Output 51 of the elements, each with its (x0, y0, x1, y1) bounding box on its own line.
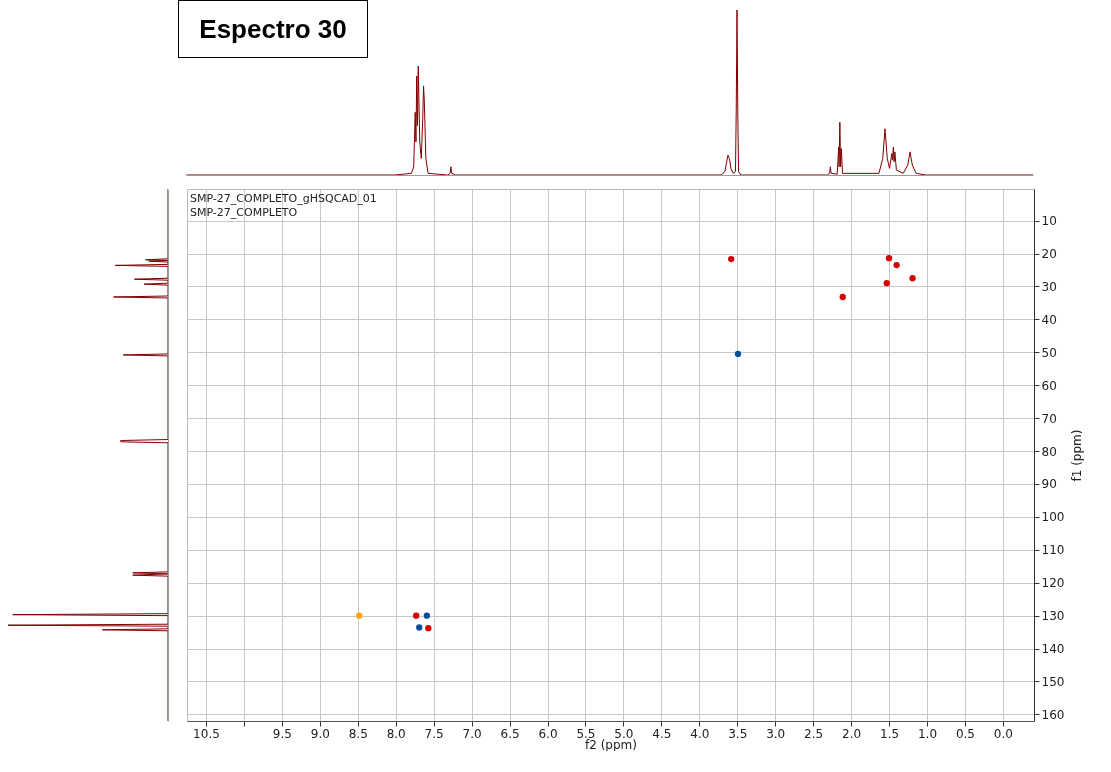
y-tick-label: 150 (1041, 675, 1065, 689)
x-tick-label: 9.5 (272, 726, 292, 741)
point (416, 624, 423, 631)
y-tick-label: 40 (1041, 312, 1057, 327)
y-tick-label: 60 (1041, 378, 1057, 393)
point (413, 612, 420, 619)
x-tick-label: 8.0 (386, 726, 406, 741)
x-tick-label: 0.0 (993, 726, 1013, 741)
point (885, 254, 893, 262)
point (909, 275, 916, 282)
x-tick-label: 9.0 (310, 726, 330, 741)
annotation: SMP-27_COMPLETO (190, 206, 298, 219)
y-axis-title: f1 (ppm) (1070, 429, 1085, 482)
x-tick-label: 10.5 (193, 726, 220, 741)
x-tick-label: 4.0 (690, 726, 710, 741)
point (728, 255, 735, 263)
point (839, 293, 846, 301)
x-tick-label: 3.5 (728, 726, 748, 741)
y-tick-label: 10 (1041, 214, 1057, 229)
point (734, 350, 742, 358)
x-tick-label: 3.0 (766, 726, 786, 741)
y-tick-label: 70 (1041, 411, 1057, 426)
y-tick-label: 120 (1041, 576, 1065, 591)
x-tick-label: 7.0 (462, 726, 482, 741)
point (883, 280, 890, 287)
annotation: SMP-27_COMPLETO_gHSQCAD_01 (190, 192, 377, 205)
y-tick-label: 30 (1041, 279, 1057, 294)
x-tick-label: 2.5 (804, 726, 824, 741)
x-tick-label: 6.0 (538, 726, 558, 741)
x-tick-label: 0.5 (955, 726, 975, 741)
y-tick-label: 50 (1041, 345, 1057, 360)
y-tick-label: 110 (1041, 543, 1065, 558)
y-tick-label: 20 (1041, 247, 1057, 262)
y-tick-label: 160 (1041, 707, 1065, 722)
x-tick-label: 6.5 (500, 726, 520, 741)
y-tick-label: 80 (1041, 444, 1057, 459)
x-tick-label: 8.5 (348, 726, 368, 741)
x-tick-label: 7.5 (424, 726, 444, 741)
x-tick-label: 1.0 (917, 726, 938, 741)
point (423, 612, 430, 619)
point (893, 261, 900, 269)
x-tick-label: 2.0 (842, 726, 862, 741)
x-tick-label: 4.5 (652, 726, 672, 741)
y-tick-label: 130 (1041, 609, 1065, 624)
y-tick-label: 100 (1041, 510, 1065, 525)
point (356, 612, 363, 619)
y-tick-label: 90 (1041, 477, 1057, 492)
x-tick-label: 1.5 (879, 726, 900, 741)
point (425, 625, 432, 632)
chart-title: Espectro 30 (178, 0, 368, 58)
y-tick-label: 140 (1041, 642, 1065, 657)
